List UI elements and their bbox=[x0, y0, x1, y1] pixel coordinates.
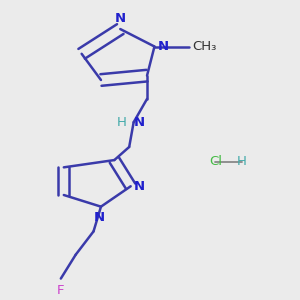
Text: N: N bbox=[134, 180, 145, 193]
Text: N: N bbox=[94, 211, 105, 224]
Text: Cl: Cl bbox=[209, 155, 222, 168]
Text: H: H bbox=[237, 155, 247, 168]
Text: N: N bbox=[134, 116, 145, 129]
Text: CH₃: CH₃ bbox=[192, 40, 217, 53]
Text: N: N bbox=[158, 40, 169, 53]
Text: H: H bbox=[116, 116, 126, 129]
Text: F: F bbox=[57, 284, 64, 297]
Text: N: N bbox=[115, 12, 126, 25]
